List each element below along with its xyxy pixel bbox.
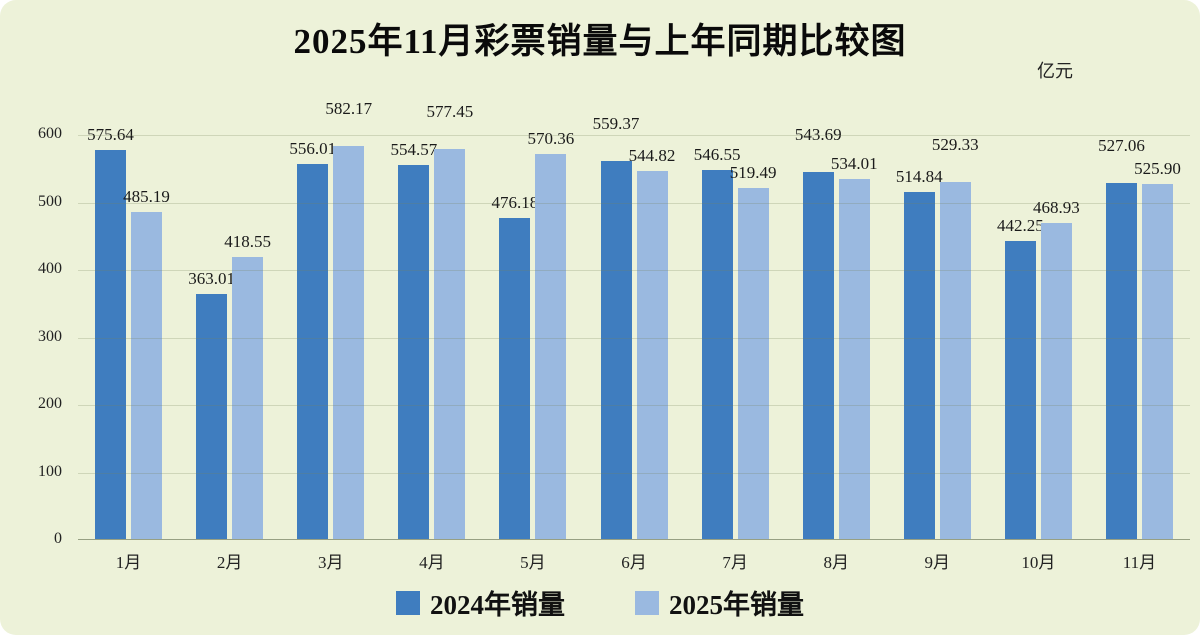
bar-value-label-2024年销量-5月: 476.18 <box>491 192 539 212</box>
gridline-300 <box>78 337 1190 339</box>
y-tick-label-600: 600 <box>38 125 62 142</box>
bar-2025年销量-1月: 485.19 <box>123 187 170 539</box>
bar-group-11月: 527.06 525.90 11月 <box>1089 135 1190 572</box>
legend-item-2024: 2024年销量 <box>396 583 565 622</box>
bar-value-label-2025年销量-5月: 570.36 <box>527 129 575 148</box>
y-tick-label-100: 100 <box>38 462 62 480</box>
bar-2025年销量-4月: 577.45 <box>426 102 473 539</box>
y-axis: 0 100 200 300 400 500 600 <box>0 125 66 547</box>
bar-value-label-2024年销量-10月: 442.25 <box>997 215 1044 235</box>
gridline-200 <box>78 405 1190 406</box>
y-tick-label-0: 0 <box>54 530 62 547</box>
bar-group-10月: 442.25 468.93 10月 <box>988 135 1089 573</box>
bar-value-label-2024年销量-7月: 546.55 <box>693 145 741 165</box>
bar-value-label-2024年销量-4月: 554.57 <box>390 139 438 159</box>
x-tick-label-11月: 11月 <box>1122 553 1157 572</box>
bar-value-label-2025年销量-9月: 529.33 <box>931 134 979 154</box>
x-tick-label-6月: 6月 <box>621 553 647 572</box>
bar-value-label-2025年销量-1月: 485.19 <box>123 186 170 206</box>
bar-2024年销量-11月: 527.06 <box>1098 136 1145 539</box>
bar-2024年销量-5月: 476.18 <box>492 193 538 539</box>
x-tick-label-5月: 5月 <box>520 553 546 572</box>
unit-label: 亿元 <box>1037 61 1073 81</box>
bar-value-label-2025年销量-8月: 534.01 <box>830 153 878 173</box>
bar-2024年销量-10月: 442.25 <box>997 216 1044 539</box>
bar-2024年销量-8月: 543.69 <box>795 125 842 539</box>
bar-value-label-2025年销量-10月: 468.93 <box>1033 197 1080 217</box>
legend-swatch-2024 <box>396 590 420 615</box>
bar-value-label-2024年销量-2月: 363.01 <box>188 269 236 288</box>
bar-group-1月: 575.64 485.19 1月 <box>78 125 179 572</box>
bar-group-7月: 546.55 519.49 7月 <box>685 135 786 572</box>
legend-item-2025: 2025年销量 <box>635 583 804 622</box>
bar-value-label-2025年销量-3月: 582.17 <box>325 99 373 118</box>
bar-group-3月: 556.01 582.17 3月 <box>280 99 381 572</box>
y-tick-label-500: 500 <box>38 192 62 210</box>
bar-2025年销量-5月: 570.36 <box>528 129 574 539</box>
bar-2025年销量-11月: 525.90 <box>1134 159 1181 539</box>
bar-group-9月: 514.84 529.33 9月 <box>887 135 988 572</box>
bar-value-label-2025年销量-7月: 519.49 <box>729 163 777 183</box>
x-tick-label-8月: 8月 <box>823 553 849 572</box>
bar-2024年销量-7月: 546.55 <box>694 145 740 539</box>
gridline-100 <box>78 472 1190 474</box>
bar-group-4月: 554.57 577.45 4月 <box>381 102 482 572</box>
bar-2025年销量-3月: 582.17 <box>325 99 372 539</box>
bar-2024年销量-9月: 514.84 <box>896 167 943 539</box>
plot-area: 575.64 485.19 1月 363.01 418.55 2月 556.01 582.17… <box>78 99 1190 573</box>
bar-value-label-2024年销量-9月: 514.84 <box>895 166 943 186</box>
y-tick-label-200: 200 <box>38 395 62 412</box>
bar-value-label-2024年销量-11月: 527.06 <box>1098 136 1145 156</box>
x-tick-label-9月: 9月 <box>924 553 951 572</box>
bar-value-label-2024年销量-1月: 575.64 <box>87 125 134 145</box>
bar-group-8月: 543.69 534.01 8月 <box>786 125 887 572</box>
bar-2025年销量-7月: 519.49 <box>730 163 776 539</box>
bar-value-label-2025年销量-11月: 525.90 <box>1134 159 1181 178</box>
x-tick-label-1月: 1月 <box>115 553 142 572</box>
legend-label-2024: 2024年销量 <box>430 590 565 620</box>
bar-group-6月: 559.37 544.82 6月 <box>583 114 684 572</box>
bar-2024年销量-6月: 559.37 <box>593 114 639 539</box>
y-tick-label-300: 300 <box>38 327 62 345</box>
bar-group-2月: 363.01 418.55 2月 <box>179 135 280 573</box>
bar-value-label-2024年销量-3月: 556.01 <box>289 138 337 158</box>
x-tick-label-3月: 3月 <box>317 553 344 572</box>
bar-2025年销量-10月: 468.93 <box>1033 198 1080 539</box>
bar-value-label-2025年销量-6月: 544.82 <box>628 146 676 166</box>
bar-2024年销量-1月: 575.64 <box>87 125 134 539</box>
bar-2024年销量-3月: 556.01 <box>289 139 336 539</box>
gridline-500 <box>78 202 1190 204</box>
gridline-600 <box>78 135 1190 136</box>
x-tick-label-2月: 2月 <box>216 553 243 572</box>
bar-value-label-2025年销量-4月: 577.45 <box>426 102 474 122</box>
legend-swatch-2025 <box>635 590 659 615</box>
bar-group-5月: 476.18 570.36 5月 <box>482 129 583 572</box>
bar-2024年销量-4月: 554.57 <box>390 140 437 539</box>
legend-label-2025: 2025年销量 <box>669 590 804 620</box>
x-tick-label-4月: 4月 <box>419 553 445 572</box>
y-tick-label-400: 400 <box>38 260 62 277</box>
bar-2025年销量-2月: 418.55 <box>224 232 271 539</box>
bar-2024年销量-2月: 363.01 <box>188 269 235 539</box>
bar-value-label-2024年销量-6月: 559.37 <box>592 114 640 134</box>
gridline-400 <box>78 270 1190 271</box>
x-tick-label-7月: 7月 <box>722 553 748 572</box>
bar-groups: 575.64 485.19 1月 363.01 418.55 2月 556.01 582.17… <box>78 99 1190 573</box>
bar-value-label-2024年销量-8月: 543.69 <box>794 125 842 144</box>
bar-2025年销量-6月: 544.82 <box>629 146 675 539</box>
legend: 2024年销量 2025年销量 <box>0 583 1200 622</box>
x-tick-label-10月: 10月 <box>1021 553 1056 572</box>
bar-2025年销量-9月: 529.33 <box>932 135 979 539</box>
bar-2025年销量-8月: 534.01 <box>831 154 878 539</box>
chart-title: 2025年11月彩票销量与上年同期比较图 <box>293 22 907 61</box>
bar-value-label-2025年销量-2月: 418.55 <box>224 231 272 251</box>
